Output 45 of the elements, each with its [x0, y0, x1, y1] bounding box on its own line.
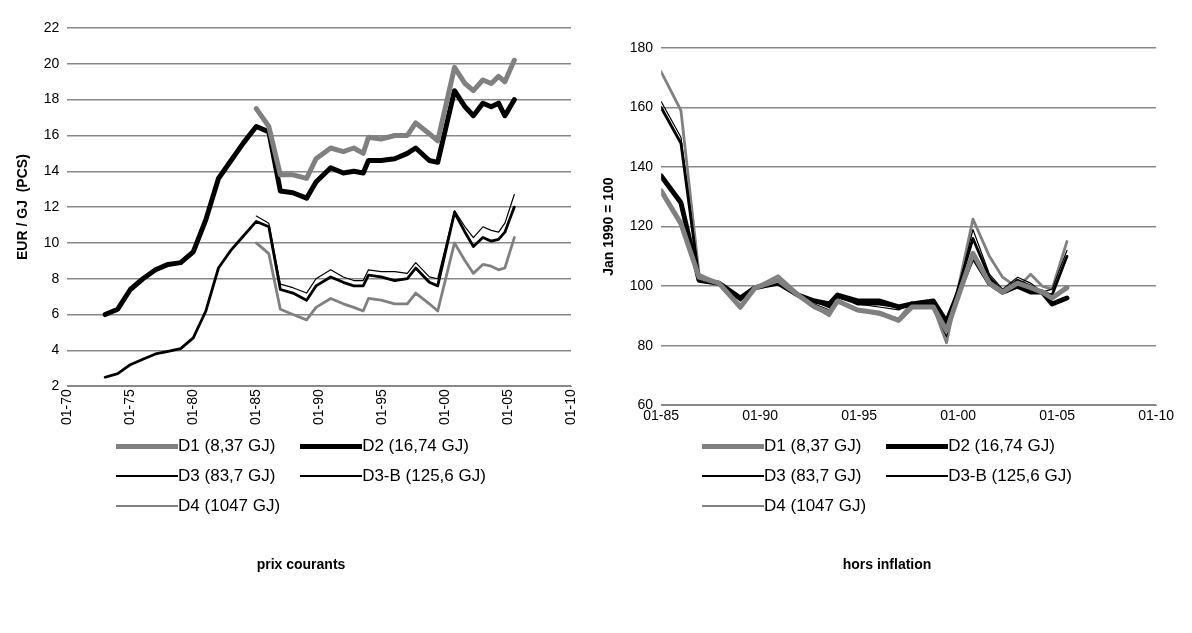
y-tick-label: 16: [43, 126, 60, 143]
legend-label: D2 (16,74 GJ): [948, 436, 1055, 456]
legend-label: D3-B (125,6 GJ): [362, 466, 486, 486]
x-tick-label: 01-05: [1039, 407, 1076, 424]
y-tick-label: 8: [51, 269, 60, 286]
y-tick-label: 18: [43, 90, 60, 107]
legend-label: D3 (83,7 GJ): [764, 466, 862, 486]
y-tick-label: 100: [629, 276, 654, 293]
legend-label: D4 (1047 GJ): [764, 496, 867, 516]
x-tick-label: 01-05: [498, 388, 515, 426]
x-tick-label: 01-90: [310, 388, 327, 426]
x-tick-label: 01-90: [742, 407, 779, 424]
x-tick-label: 01-10: [561, 388, 578, 426]
legend-label: D1 (8,37 GJ): [178, 436, 276, 456]
y-tick-label: 22: [43, 18, 60, 35]
y-axis-title: EUR / GJ (PCS): [14, 154, 31, 260]
y-tick-label: 10: [43, 233, 60, 250]
y-tick-label: 20: [43, 54, 60, 71]
x-tick-label: 01-75: [121, 388, 138, 426]
y-tick-label: 14: [43, 162, 60, 179]
x-tick-label: 01-95: [841, 407, 878, 424]
y-tick-label: 120: [629, 217, 654, 234]
y-tick-label: 80: [637, 336, 654, 353]
x-tick-label: 01-00: [435, 388, 452, 426]
x-tick-label: 01-70: [58, 388, 75, 426]
x-tick-label: 01-95: [372, 388, 389, 426]
legend-label: D3-B (125,6 GJ): [948, 466, 1072, 486]
y-tick-label: 180: [629, 38, 654, 55]
x-tick-label: 01-00: [940, 407, 977, 424]
x-tick-label: 01-85: [247, 388, 264, 426]
y-axis-title: Jan 1990 = 100: [600, 177, 617, 276]
legend-label: D4 (1047 GJ): [178, 496, 281, 516]
legend-label: D3 (83,7 GJ): [178, 466, 276, 486]
legend-label: D2 (16,74 GJ): [362, 436, 469, 456]
y-tick-label: 4: [51, 341, 60, 358]
legend-label: D1 (8,37 GJ): [764, 436, 862, 456]
x-tick-label: 01-80: [184, 388, 201, 426]
y-tick-label: 6: [51, 305, 60, 322]
y-tick-label: 140: [629, 157, 654, 174]
y-tick-label: 12: [43, 197, 60, 214]
text: hors inflation: [842, 556, 932, 572]
text: prix courants: [256, 556, 346, 572]
x-tick-label: 01-10: [1138, 407, 1175, 424]
y-tick-label: 160: [629, 98, 654, 115]
y-tick-label: 2: [51, 377, 60, 394]
